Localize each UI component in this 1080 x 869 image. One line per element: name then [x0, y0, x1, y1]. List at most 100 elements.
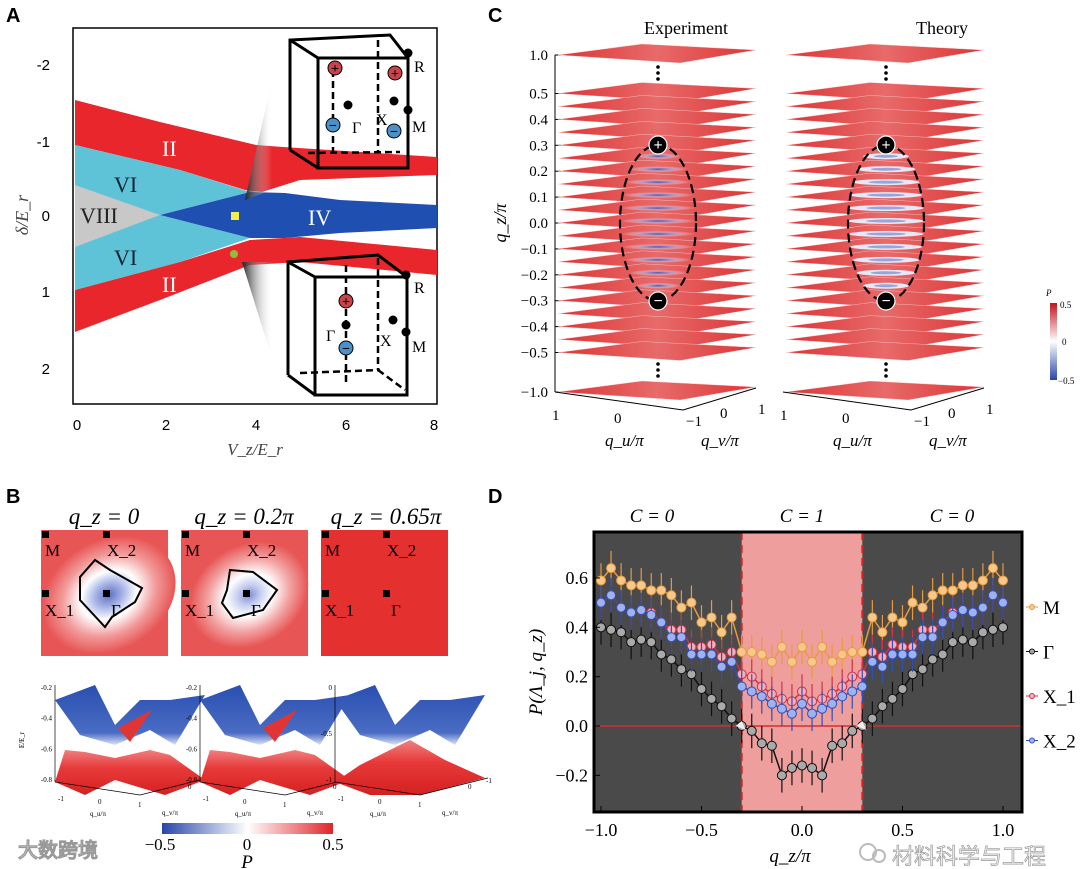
polarization-blob — [870, 167, 902, 171]
ellipsis-dot — [656, 65, 660, 69]
data-point — [756, 738, 767, 749]
data-point — [867, 656, 878, 667]
x-tick-label: 6 — [342, 417, 350, 434]
point-label-m: M — [412, 119, 426, 136]
data-point — [857, 681, 868, 692]
k-point-label: X_1 — [325, 601, 354, 620]
k-point-label: M — [45, 541, 60, 560]
k-point-marker — [103, 590, 110, 597]
panel-letter-b: B — [6, 486, 20, 508]
polarization-blob — [635, 282, 681, 289]
k-point-marker — [243, 590, 250, 597]
data-point — [877, 661, 888, 672]
momentum-plane — [785, 380, 985, 401]
data-point — [736, 681, 747, 692]
colorbar-max: 0.5 — [1060, 300, 1072, 310]
y-axis-label: δ/E_r — [12, 194, 32, 235]
colorbar-mid: 0 — [243, 835, 252, 854]
polarization-blob — [620, 230, 696, 237]
data-point — [716, 701, 727, 712]
y-axis-label: q_z/π — [490, 203, 510, 243]
data-point — [686, 649, 697, 660]
k-point-label: Γ — [391, 601, 401, 620]
yellow-marker — [231, 212, 239, 220]
data-point — [596, 575, 606, 586]
v-axis-label: q_v/π — [929, 431, 967, 450]
y-tick-label: −1.0 — [521, 385, 548, 401]
band-surface-plot: 0-0.5-1-1 0 10-1q_u/π q_v/π — [321, 684, 492, 818]
v-tick-label: 1 — [758, 402, 766, 418]
polarization-blob — [868, 180, 904, 184]
ellipsis-dot — [884, 65, 888, 69]
u-tick-label: 0 — [614, 411, 622, 427]
u-axis-label: q_u/π — [605, 431, 644, 450]
plus-charge-icon: + — [391, 67, 399, 82]
legend-label: Γ — [1043, 643, 1054, 664]
y-tick-label: 0.0 — [566, 716, 589, 736]
surface-x-tick: 0 — [243, 798, 247, 806]
data-point — [666, 590, 677, 601]
chern-number-label: C = 0 — [630, 506, 675, 527]
y-tick-label: 0.0 — [529, 216, 548, 232]
data-point — [756, 649, 767, 660]
u-tick-label: 1 — [780, 408, 788, 424]
v-tick-label: 0 — [720, 406, 728, 422]
y-tick-label: 0 — [42, 208, 50, 225]
surface-v-tick: -1 — [486, 777, 492, 785]
data-point — [998, 622, 1008, 633]
point-label-gamma: Γ — [352, 120, 361, 137]
polarization-blob — [621, 192, 695, 199]
region-vi — [75, 145, 250, 290]
plus-charge-icon: + — [331, 62, 339, 77]
surface-axes — [334, 685, 489, 796]
series-γ — [596, 610, 1008, 793]
region-label: IV — [308, 205, 331, 230]
k-point-label: Γ — [251, 601, 261, 620]
surface-axes — [54, 685, 209, 796]
data-point — [706, 612, 717, 623]
ellipsis-dot — [656, 374, 660, 378]
lower-band-surface — [335, 740, 485, 795]
surface-v-label: q_v/π — [442, 809, 458, 817]
data-point — [726, 713, 737, 724]
plus-charge-icon — [648, 135, 668, 155]
y-tick-label: 0.2 — [566, 667, 589, 687]
data-point — [776, 703, 787, 714]
k-point-label: Γ — [111, 601, 121, 620]
data-point — [817, 642, 828, 653]
heatmap-title: q_z = 0.2π — [194, 504, 295, 529]
panel-letter-a: A — [6, 5, 20, 27]
ellipsis-dot — [884, 362, 888, 366]
data-point — [786, 762, 797, 773]
k-point-marker — [42, 590, 49, 597]
momentum-plane — [785, 341, 985, 361]
heatmap-contour — [220, 568, 279, 620]
data-point — [887, 693, 898, 704]
upper-band-surface — [200, 685, 350, 745]
data-point — [646, 637, 657, 648]
x-tick-label: 0 — [73, 417, 81, 434]
data-point — [957, 605, 968, 616]
watermark-text: 材料科学与工程 — [892, 844, 1046, 869]
data-point — [987, 563, 998, 574]
wechat-icon — [872, 849, 886, 863]
plot-frame — [592, 530, 1024, 814]
u-tick-label: 0 — [842, 411, 850, 427]
data-point — [827, 656, 838, 667]
y-tick-label: 2 — [42, 361, 50, 378]
legend-label: M — [1043, 598, 1060, 619]
crossing-marker — [735, 721, 746, 730]
surface-axes — [199, 685, 354, 796]
data-point — [967, 637, 978, 648]
data-point — [626, 607, 637, 618]
data-point — [937, 649, 948, 660]
data-point — [606, 563, 617, 574]
data-point — [656, 585, 667, 596]
polarization-blob — [628, 269, 688, 276]
ellipsis-dot — [656, 77, 660, 81]
theory-title: Theory — [916, 18, 968, 38]
region-ii-lower — [75, 237, 437, 332]
data-point — [666, 654, 677, 665]
y-tick-label: −0.2 — [521, 268, 548, 284]
